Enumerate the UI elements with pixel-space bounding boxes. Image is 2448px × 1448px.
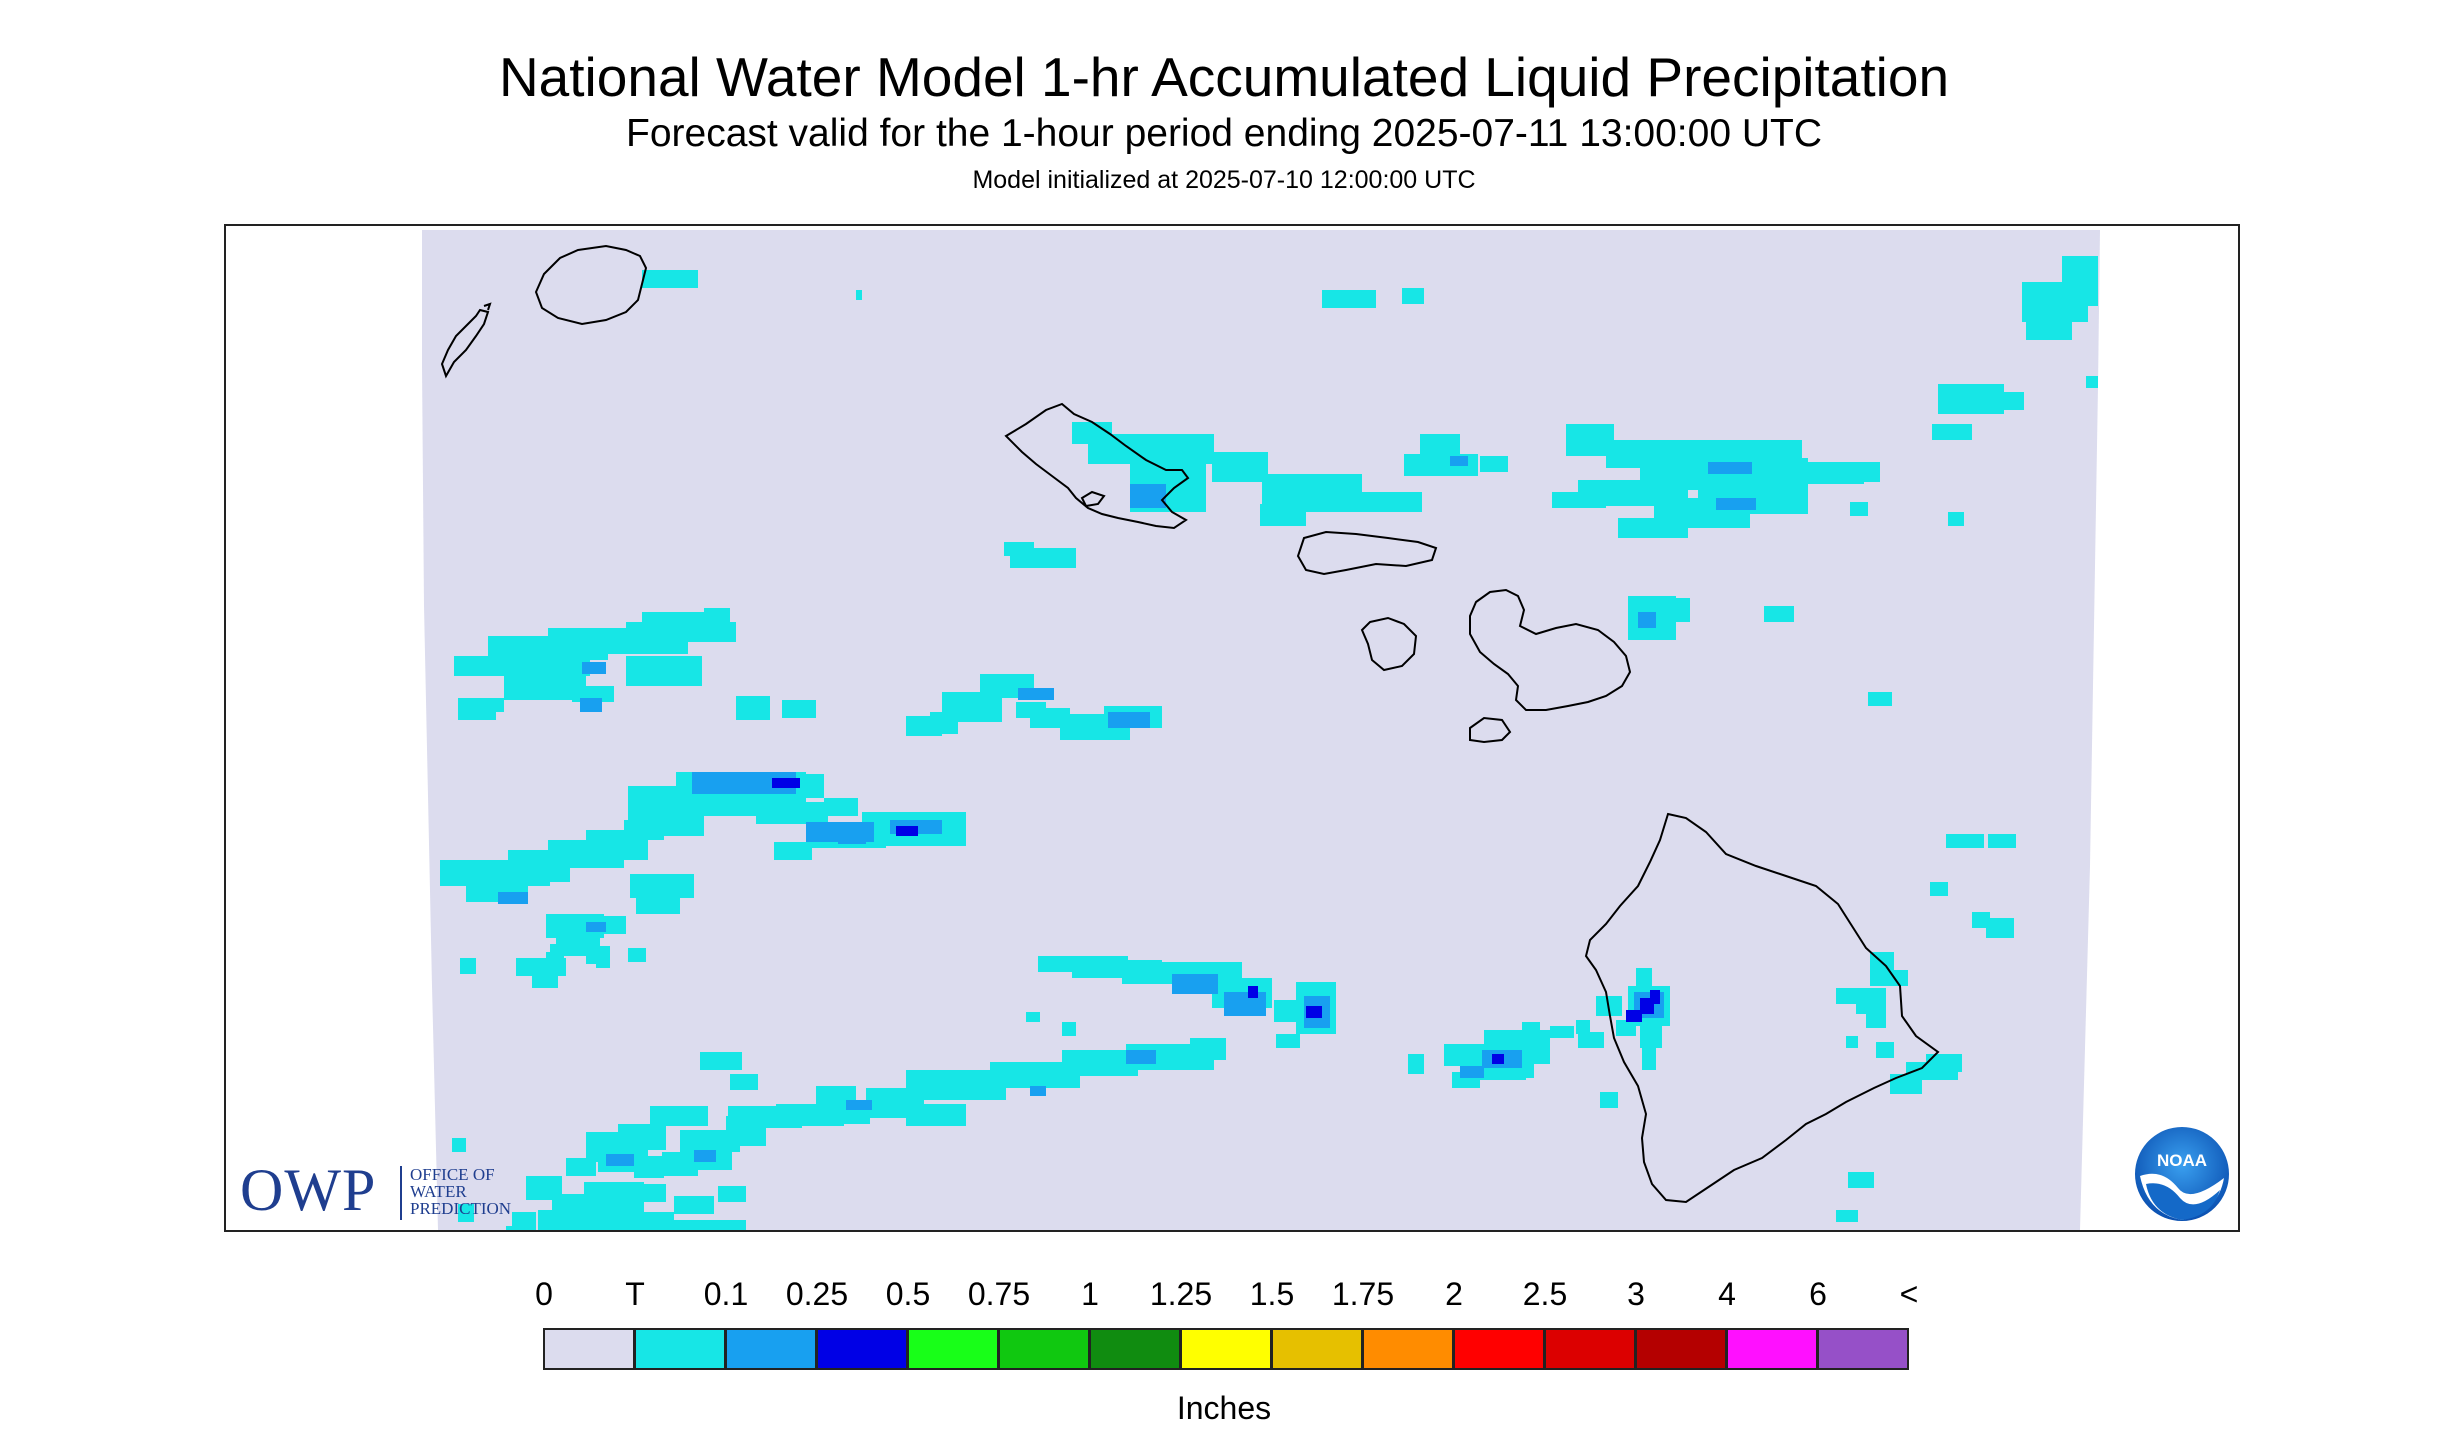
model-domain <box>422 230 2100 1230</box>
niihau-coastline <box>440 308 490 379</box>
legend-swatch <box>543 1328 635 1370</box>
precipitation-map <box>224 224 2240 1232</box>
legend-tick-label: 0 <box>535 1276 553 1312</box>
model-init-caption: Model initialized at 2025-07-10 12:00:00… <box>972 166 1476 194</box>
forecast-valid-subtitle: Forecast valid for the 1-hour period end… <box>626 112 1822 155</box>
owp-office-name: OFFICE OF WATER PREDICTION <box>410 1166 511 1217</box>
precip-light-cells <box>498 456 1756 1166</box>
legend-tick-label: T <box>625 1276 645 1312</box>
legend-tick-label: < <box>1899 1276 1919 1312</box>
owp-divider <box>400 1166 402 1220</box>
map-title: National Water Model 1-hr Accumulated Li… <box>498 46 1950 108</box>
owp-wordmark: OWP <box>240 1157 377 1223</box>
legend-tick-label: 2.5 <box>1522 1276 1568 1312</box>
legend-swatch <box>725 1328 817 1370</box>
noaa-logo-text: NOAA <box>2157 1151 2207 1170</box>
owp-line-office: OFFICE OF <box>410 1165 495 1184</box>
legend-swatch <box>1362 1328 1454 1370</box>
legend-tick-label: 6 <box>1809 1276 1827 1312</box>
oahu-coastline <box>1004 402 1190 530</box>
legend-tick-label: 2 <box>1445 1276 1463 1312</box>
legend-units: Inches <box>1176 1390 1272 1426</box>
legend-swatch <box>1271 1328 1363 1370</box>
owp-line-water: WATER <box>410 1182 467 1201</box>
molokai-coastline <box>1296 530 1438 576</box>
legend-swatch <box>1817 1328 1909 1370</box>
legend-swatch <box>1635 1328 1727 1370</box>
maui-coastline <box>1469 588 1632 711</box>
precip-moderate-cells <box>772 778 1660 1064</box>
legend-tick-label: 1.5 <box>1249 1276 1295 1312</box>
coastlines <box>440 244 1940 1204</box>
legend-swatch <box>998 1328 1090 1370</box>
legend-tick-label: 0.1 <box>703 1276 749 1312</box>
legend-tick-label: 0.75 <box>967 1276 1031 1312</box>
legend-swatch <box>1544 1328 1636 1370</box>
lanai-coastline <box>1360 616 1418 672</box>
legend-swatch <box>634 1328 726 1370</box>
legend-swatch <box>1089 1328 1181 1370</box>
legend-tick-label: 0.5 <box>885 1276 931 1312</box>
kauai-coastline <box>534 244 648 326</box>
owp-line-prediction: PREDICTION <box>410 1199 512 1218</box>
legend-swatch <box>907 1328 999 1370</box>
legend-swatch <box>816 1328 908 1370</box>
noaa-logo-icon: NOAA <box>2132 1124 2232 1224</box>
precip-trace-cells <box>440 256 2098 1230</box>
legend-tick-label: 1 <box>1081 1276 1099 1312</box>
hawaii-coastline <box>1584 812 1940 1204</box>
legend-labels: 0 T 0.1 0.25 0.5 0.75 1 1.25 1.5 1.75 2 2.5 3 4 6 < <box>0 1274 2448 1314</box>
legend-tick-label: 3 <box>1627 1276 1645 1312</box>
kahoolawe-coastline <box>1469 716 1512 744</box>
legend-tick-label: 0.25 <box>785 1276 849 1312</box>
legend-tick-label: 4 <box>1718 1276 1736 1312</box>
map-canvas <box>422 230 2100 1230</box>
legend-swatch <box>1180 1328 1272 1370</box>
legend-swatch <box>1726 1328 1818 1370</box>
legend-tick-label: 1.75 <box>1331 1276 1395 1312</box>
legend-swatch <box>1453 1328 1545 1370</box>
legend-tick-label: 1.25 <box>1149 1276 1213 1312</box>
